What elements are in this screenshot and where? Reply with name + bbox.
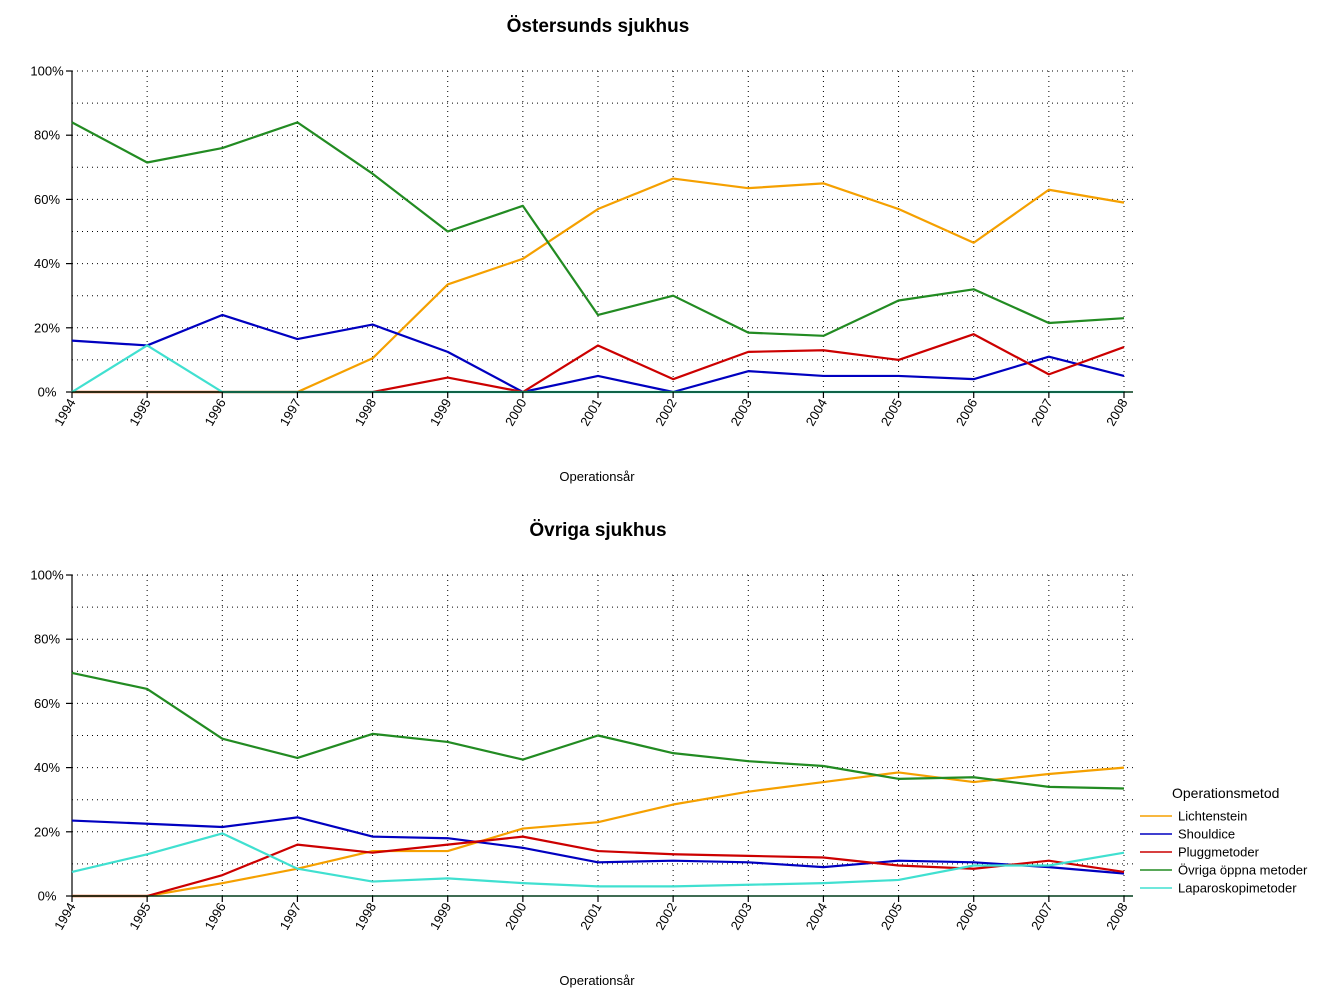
x-tick-label: 1997 xyxy=(277,900,304,933)
chart-panel-1: Östersunds sjukhus 0% 20% 40% 60% 80% 100% 1994… xyxy=(30,16,1133,484)
chart-title: Östersunds sjukhus xyxy=(507,16,690,37)
x-tick-label: 2008 xyxy=(1103,396,1130,429)
x-tick-label: 1995 xyxy=(126,900,153,933)
x-tick-label: 1996 xyxy=(201,396,228,429)
y-tick-label: 20% xyxy=(34,320,60,335)
x-tick-label: 2001 xyxy=(577,396,604,429)
x-tick-label: 2002 xyxy=(652,900,679,933)
y-tick-label: 40% xyxy=(34,256,60,271)
chart-panel-2: Övriga sjukhus 0% 20% 40% 60% 80% 100% 1994 1995… xyxy=(30,520,1308,988)
legend-item-1: Lichtenstein xyxy=(1178,809,1247,824)
legend-item-2: Shouldice xyxy=(1178,827,1235,842)
x-tick-label: 1996 xyxy=(201,900,228,933)
x-tick-label: 2003 xyxy=(727,900,754,933)
series-line-3 xyxy=(72,835,1125,898)
x-tick-label: 1999 xyxy=(427,900,454,933)
y-tick-label: 0% xyxy=(38,889,57,904)
series-line-5 xyxy=(71,832,1125,888)
x-tick-label: 1997 xyxy=(277,396,304,429)
series-line-3 xyxy=(72,333,1125,394)
x-tick-label: 2005 xyxy=(878,396,905,429)
y-tick-label: 60% xyxy=(34,696,60,711)
x-tick-label: 2001 xyxy=(577,900,604,933)
y-tick-label: 80% xyxy=(34,632,60,647)
y-tick-label: 100% xyxy=(30,64,64,79)
series-line-4 xyxy=(71,121,1125,337)
x-tick-label: 1999 xyxy=(427,396,454,429)
y-tick-label: 80% xyxy=(34,128,60,143)
y-tick-label: 20% xyxy=(34,824,60,839)
y-tick-label: 60% xyxy=(34,192,60,207)
x-tick-label: 1994 xyxy=(51,396,78,429)
x-tick-label: 2007 xyxy=(1028,396,1055,429)
x-tick-label: 2002 xyxy=(652,396,679,429)
x-tick-label: 2003 xyxy=(727,396,754,429)
x-tick-label: 2000 xyxy=(502,396,529,429)
x-tick-label: 2006 xyxy=(953,396,980,429)
x-tick-label: 1994 xyxy=(51,900,78,933)
x-tick-label: 1998 xyxy=(352,900,379,933)
x-tick-label: 2000 xyxy=(502,900,529,933)
x-tick-label: 2004 xyxy=(803,396,830,429)
series-line-5 xyxy=(71,344,1124,394)
y-tick-label: 0% xyxy=(38,385,57,400)
x-axis-label: Operationsår xyxy=(559,469,635,484)
legend-item-3: Pluggmetoder xyxy=(1178,845,1260,860)
x-tick-label: 2005 xyxy=(878,900,905,933)
chart-legend: Operationsmetod Lichtenstein Shouldice Plug… xyxy=(1140,785,1308,896)
chart-title: Övriga sjukhus xyxy=(529,520,666,541)
legend-title: Operationsmetod xyxy=(1172,785,1279,801)
x-tick-label: 1998 xyxy=(352,396,379,429)
legend-item-4: Övriga öppna metoder xyxy=(1178,863,1308,878)
x-axis-label: Operationsår xyxy=(559,973,635,988)
y-tick-label: 40% xyxy=(34,760,60,775)
x-tick-label: 2004 xyxy=(803,900,830,933)
legend-item-5: Laparoskopimetoder xyxy=(1178,881,1297,896)
x-tick-label: 1995 xyxy=(126,396,153,429)
x-tick-label: 2008 xyxy=(1103,900,1130,933)
series-line-4 xyxy=(71,671,1125,790)
y-tick-label: 100% xyxy=(30,568,64,583)
x-tick-label: 2006 xyxy=(953,900,980,933)
series-line-2 xyxy=(71,313,1125,394)
series-line-2 xyxy=(71,816,1125,875)
x-tick-label: 2007 xyxy=(1028,900,1055,933)
